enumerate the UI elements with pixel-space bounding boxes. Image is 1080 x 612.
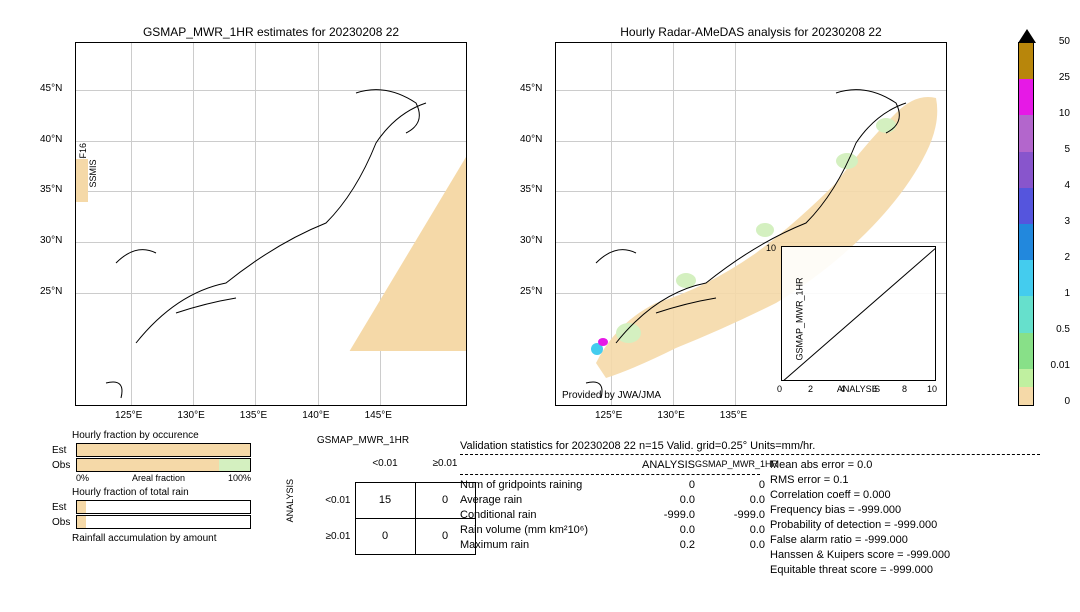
contingency-table: GSMAP_MWR_1HR ANALYSIS <0.01≥0.01 <0.011… (285, 435, 476, 555)
left-map-panel: GSMAP_MWR_1HR estimates for 20230208 22 … (75, 42, 467, 406)
right-map-panel: Hourly Radar-AMeDAS analysis for 2023020… (555, 42, 947, 406)
right-map-title: Hourly Radar-AMeDAS analysis for 2023020… (620, 25, 881, 39)
left-map-title: GSMAP_MWR_1HR estimates for 20230208 22 (143, 25, 399, 39)
coastline-left (76, 43, 466, 405)
provided-by: Provided by JWA/JMA (562, 390, 661, 401)
colorbar (1018, 42, 1034, 406)
inset-scatter: 10 0 10 2 4 6 8 GSMAP_MWR_1HR ANALYSIS (781, 246, 936, 381)
validation-stats: Validation statistics for 20230208 22 n=… (460, 440, 1040, 579)
fraction-bars: Hourly fraction by occurence Est Obs 0%A… (52, 430, 251, 546)
